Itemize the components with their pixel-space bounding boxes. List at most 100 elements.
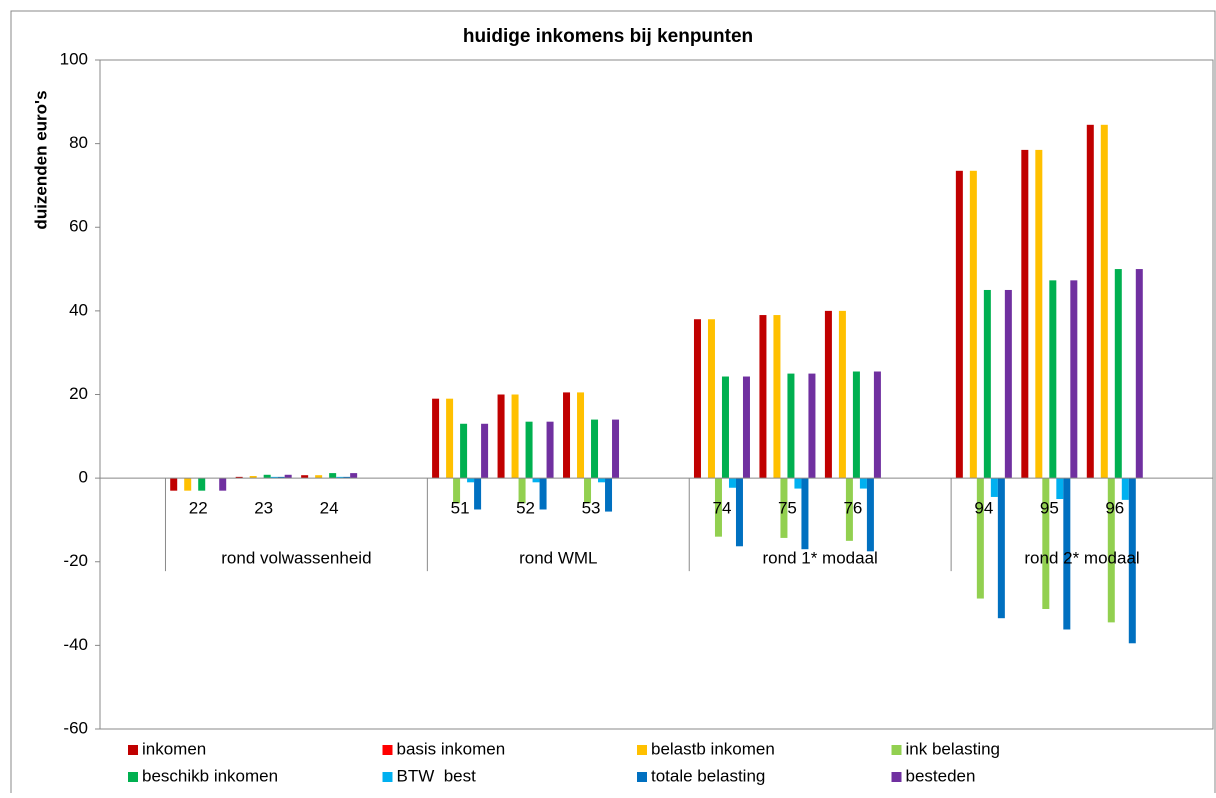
bar — [801, 478, 809, 550]
bar — [780, 478, 788, 538]
bar — [525, 421, 533, 479]
bar — [219, 478, 227, 491]
bar — [1135, 269, 1143, 479]
legend-label: inkomen — [142, 739, 206, 758]
x-tick-label: 23 — [254, 499, 273, 518]
bar — [598, 478, 606, 483]
bar — [605, 478, 613, 512]
y-tick-label: -40 — [63, 635, 88, 654]
bar — [235, 476, 243, 479]
y-tick-label: 100 — [60, 49, 88, 68]
bar — [1086, 124, 1094, 479]
bar — [612, 419, 620, 479]
bar — [184, 478, 192, 491]
bar — [997, 478, 1005, 619]
legend-label: totale belasting — [651, 766, 765, 785]
bar — [1070, 280, 1078, 479]
bar — [1128, 478, 1136, 644]
bar — [693, 319, 701, 479]
bar — [1056, 478, 1064, 500]
x-tick-label: 52 — [516, 499, 535, 518]
bar — [721, 376, 729, 479]
y-axis-label: duizenden euro's — [31, 90, 50, 229]
bar — [263, 474, 271, 479]
x-tick-label: 96 — [1105, 499, 1124, 518]
bar — [808, 373, 816, 479]
bar — [794, 478, 802, 489]
legend-swatch — [637, 772, 647, 782]
bar — [446, 398, 454, 479]
x-tick-label: 94 — [974, 499, 993, 518]
bar — [990, 478, 998, 497]
y-tick-label: -20 — [63, 551, 88, 570]
bar — [955, 170, 963, 479]
bar — [284, 474, 292, 479]
x-tick-label: 75 — [778, 499, 797, 518]
bar — [866, 478, 874, 552]
x-tick-label: 24 — [320, 499, 339, 518]
bar — [976, 478, 984, 599]
legend-swatch — [382, 772, 393, 782]
bar — [838, 310, 846, 479]
bar — [728, 478, 736, 488]
bar — [1107, 478, 1115, 623]
group-label: rond WML — [519, 549, 597, 568]
legend-swatch — [637, 745, 647, 755]
bar — [350, 473, 358, 479]
legend-label: besteden — [906, 766, 976, 785]
bar — [301, 475, 309, 479]
legend-label: beschikb inkomen — [142, 766, 278, 785]
y-tick-label: 80 — [69, 133, 88, 152]
bar — [591, 419, 599, 479]
group-label: rond 2* modaal — [1024, 549, 1139, 568]
legend-swatch — [128, 772, 138, 782]
bar — [1035, 149, 1043, 479]
bar — [432, 398, 440, 479]
bar — [315, 475, 323, 479]
bar — [983, 289, 991, 479]
bar — [873, 371, 881, 479]
bar — [511, 394, 519, 479]
x-tick-label: 95 — [1040, 499, 1059, 518]
x-tick-label: 22 — [189, 499, 208, 518]
bar — [343, 476, 351, 479]
bar — [270, 476, 278, 479]
bar — [1042, 478, 1050, 609]
y-tick-label: 20 — [69, 384, 88, 403]
bar — [1004, 289, 1012, 479]
legend-label: BTW best — [397, 766, 477, 785]
bar — [170, 478, 178, 491]
bar — [277, 476, 285, 479]
bar — [1021, 149, 1029, 479]
bar — [969, 170, 977, 479]
y-tick-label: 60 — [69, 217, 88, 236]
bar — [773, 315, 781, 479]
bar — [845, 478, 853, 541]
bar — [518, 478, 526, 504]
bar — [584, 478, 592, 504]
legend-label: ink belasting — [906, 739, 1001, 758]
bar — [198, 478, 206, 491]
y-tick-label: -60 — [63, 718, 88, 737]
group-label: rond volwassenheid — [221, 549, 371, 568]
bar — [453, 478, 461, 504]
y-tick-label: 40 — [69, 300, 88, 319]
bar — [563, 392, 571, 479]
legend-label: basis inkomen — [397, 739, 506, 758]
legend-swatch — [891, 745, 902, 755]
bar — [249, 476, 257, 479]
bar — [474, 478, 482, 510]
bar — [546, 421, 554, 479]
x-tick-label: 74 — [713, 499, 732, 518]
bar — [1049, 280, 1057, 479]
bar — [577, 392, 585, 479]
bar — [735, 478, 743, 547]
bar — [497, 394, 505, 479]
bar — [1121, 478, 1129, 500]
bar — [1063, 478, 1071, 630]
bar — [759, 315, 767, 479]
bar — [1114, 269, 1122, 479]
bar — [481, 423, 489, 479]
bar — [787, 373, 795, 479]
bar — [539, 478, 547, 510]
